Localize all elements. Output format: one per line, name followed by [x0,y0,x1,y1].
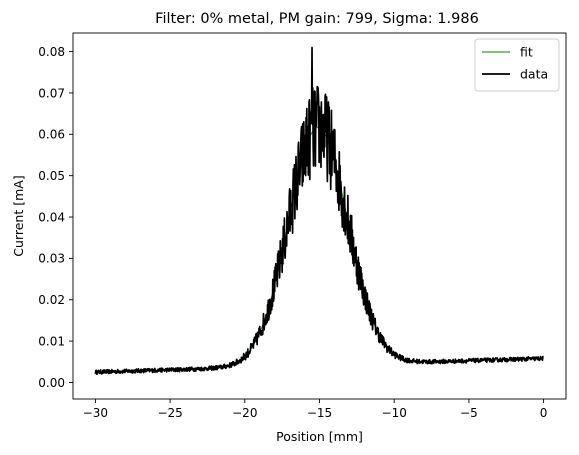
y-axis-ticks: 0.00 0.01 0.02 0.03 0.04 0.05 0.06 0.07 0.08 [38,45,73,390]
y-axis-label: Current [mA] [11,175,26,256]
plot-frame [72,32,567,400]
y-tick-label: 0.02 [38,293,65,307]
x-tick-label: −20 [232,406,257,420]
y-tick-label: 0.03 [38,252,65,266]
x-tick-label: −30 [83,406,108,420]
chart-title: Filter: 0% metal, PM gain: 799, Sigma: 1… [155,11,479,27]
legend-fit-label: fit [520,45,533,60]
legend-box [474,38,560,92]
x-axis-label: Position [mm] [276,429,363,444]
x-tick-label: −10 [382,406,407,420]
x-tick-label: −15 [307,406,332,420]
y-tick-label: 0.08 [38,45,65,59]
y-tick-label: 0.06 [38,128,65,142]
legend-data-label: data [520,67,548,82]
y-tick-label: 0.04 [38,210,65,224]
x-tick-label: −25 [157,406,182,420]
x-axis-ticks: −30 −25 −20 −15 −10 −5 0 [83,399,548,420]
x-tick-label: −5 [460,406,478,420]
y-tick-label: 0.00 [38,376,65,390]
y-tick-label: 0.05 [38,169,65,183]
y-tick-label: 0.01 [38,334,65,348]
y-tick-label: 0.07 [38,86,65,100]
data-line [94,46,545,375]
data-series [94,46,545,375]
legend: fit data [474,38,560,92]
x-tick-label: 0 [540,406,548,420]
